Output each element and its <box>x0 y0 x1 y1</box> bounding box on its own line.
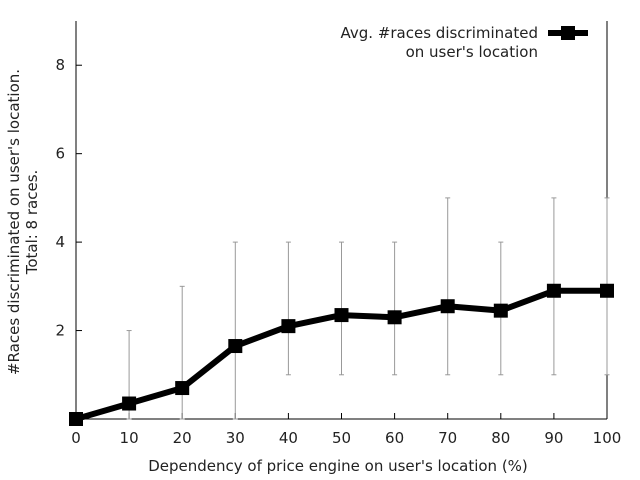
x-tick-label: 0 <box>71 429 81 447</box>
x-tick-label: 60 <box>385 429 404 447</box>
x-tick-label: 40 <box>279 429 298 447</box>
data-point <box>493 303 508 318</box>
data-point <box>69 412 83 426</box>
x-tick-label: 100 <box>593 429 622 447</box>
x-axis-title: Dependency of price engine on user's loc… <box>148 457 528 475</box>
x-tick-label: 20 <box>173 429 192 447</box>
data-point <box>600 283 614 298</box>
data-point <box>546 283 561 298</box>
x-ticks: 0 10 20 30 40 50 60 70 80 90 100 <box>71 413 621 447</box>
error-bars <box>126 197 610 420</box>
x-tick-label: 30 <box>226 429 245 447</box>
x-tick-label: 70 <box>438 429 457 447</box>
y-axis-title-line-2: Total: 8 races. <box>23 170 41 276</box>
y-ticks: 2 4 6 8 <box>55 56 82 340</box>
x-tick-label: 90 <box>544 429 563 447</box>
data-point <box>334 308 349 323</box>
x-tick-label: 50 <box>332 429 351 447</box>
y-tick-label: 4 <box>55 233 65 251</box>
data-point <box>175 381 190 396</box>
y-tick-label: 6 <box>55 145 65 163</box>
legend: Avg. #races discriminated on user's loca… <box>341 24 588 61</box>
data-point <box>387 310 402 325</box>
legend-swatch-marker <box>561 26 575 40</box>
y-tick-label: 8 <box>55 56 65 74</box>
data-point <box>122 396 137 411</box>
data-point <box>440 299 455 314</box>
legend-label-line-2: on user's location <box>406 43 538 61</box>
data-point <box>228 339 243 354</box>
data-point <box>281 319 296 334</box>
x-tick-label: 80 <box>491 429 510 447</box>
y-tick-label: 2 <box>55 322 65 340</box>
legend-label-line-1: Avg. #races discriminated <box>341 24 539 42</box>
series-layer <box>69 283 614 426</box>
y-axis-title-line-1: #Races discriminated on user's location. <box>5 69 23 375</box>
x-tick-label: 10 <box>120 429 139 447</box>
